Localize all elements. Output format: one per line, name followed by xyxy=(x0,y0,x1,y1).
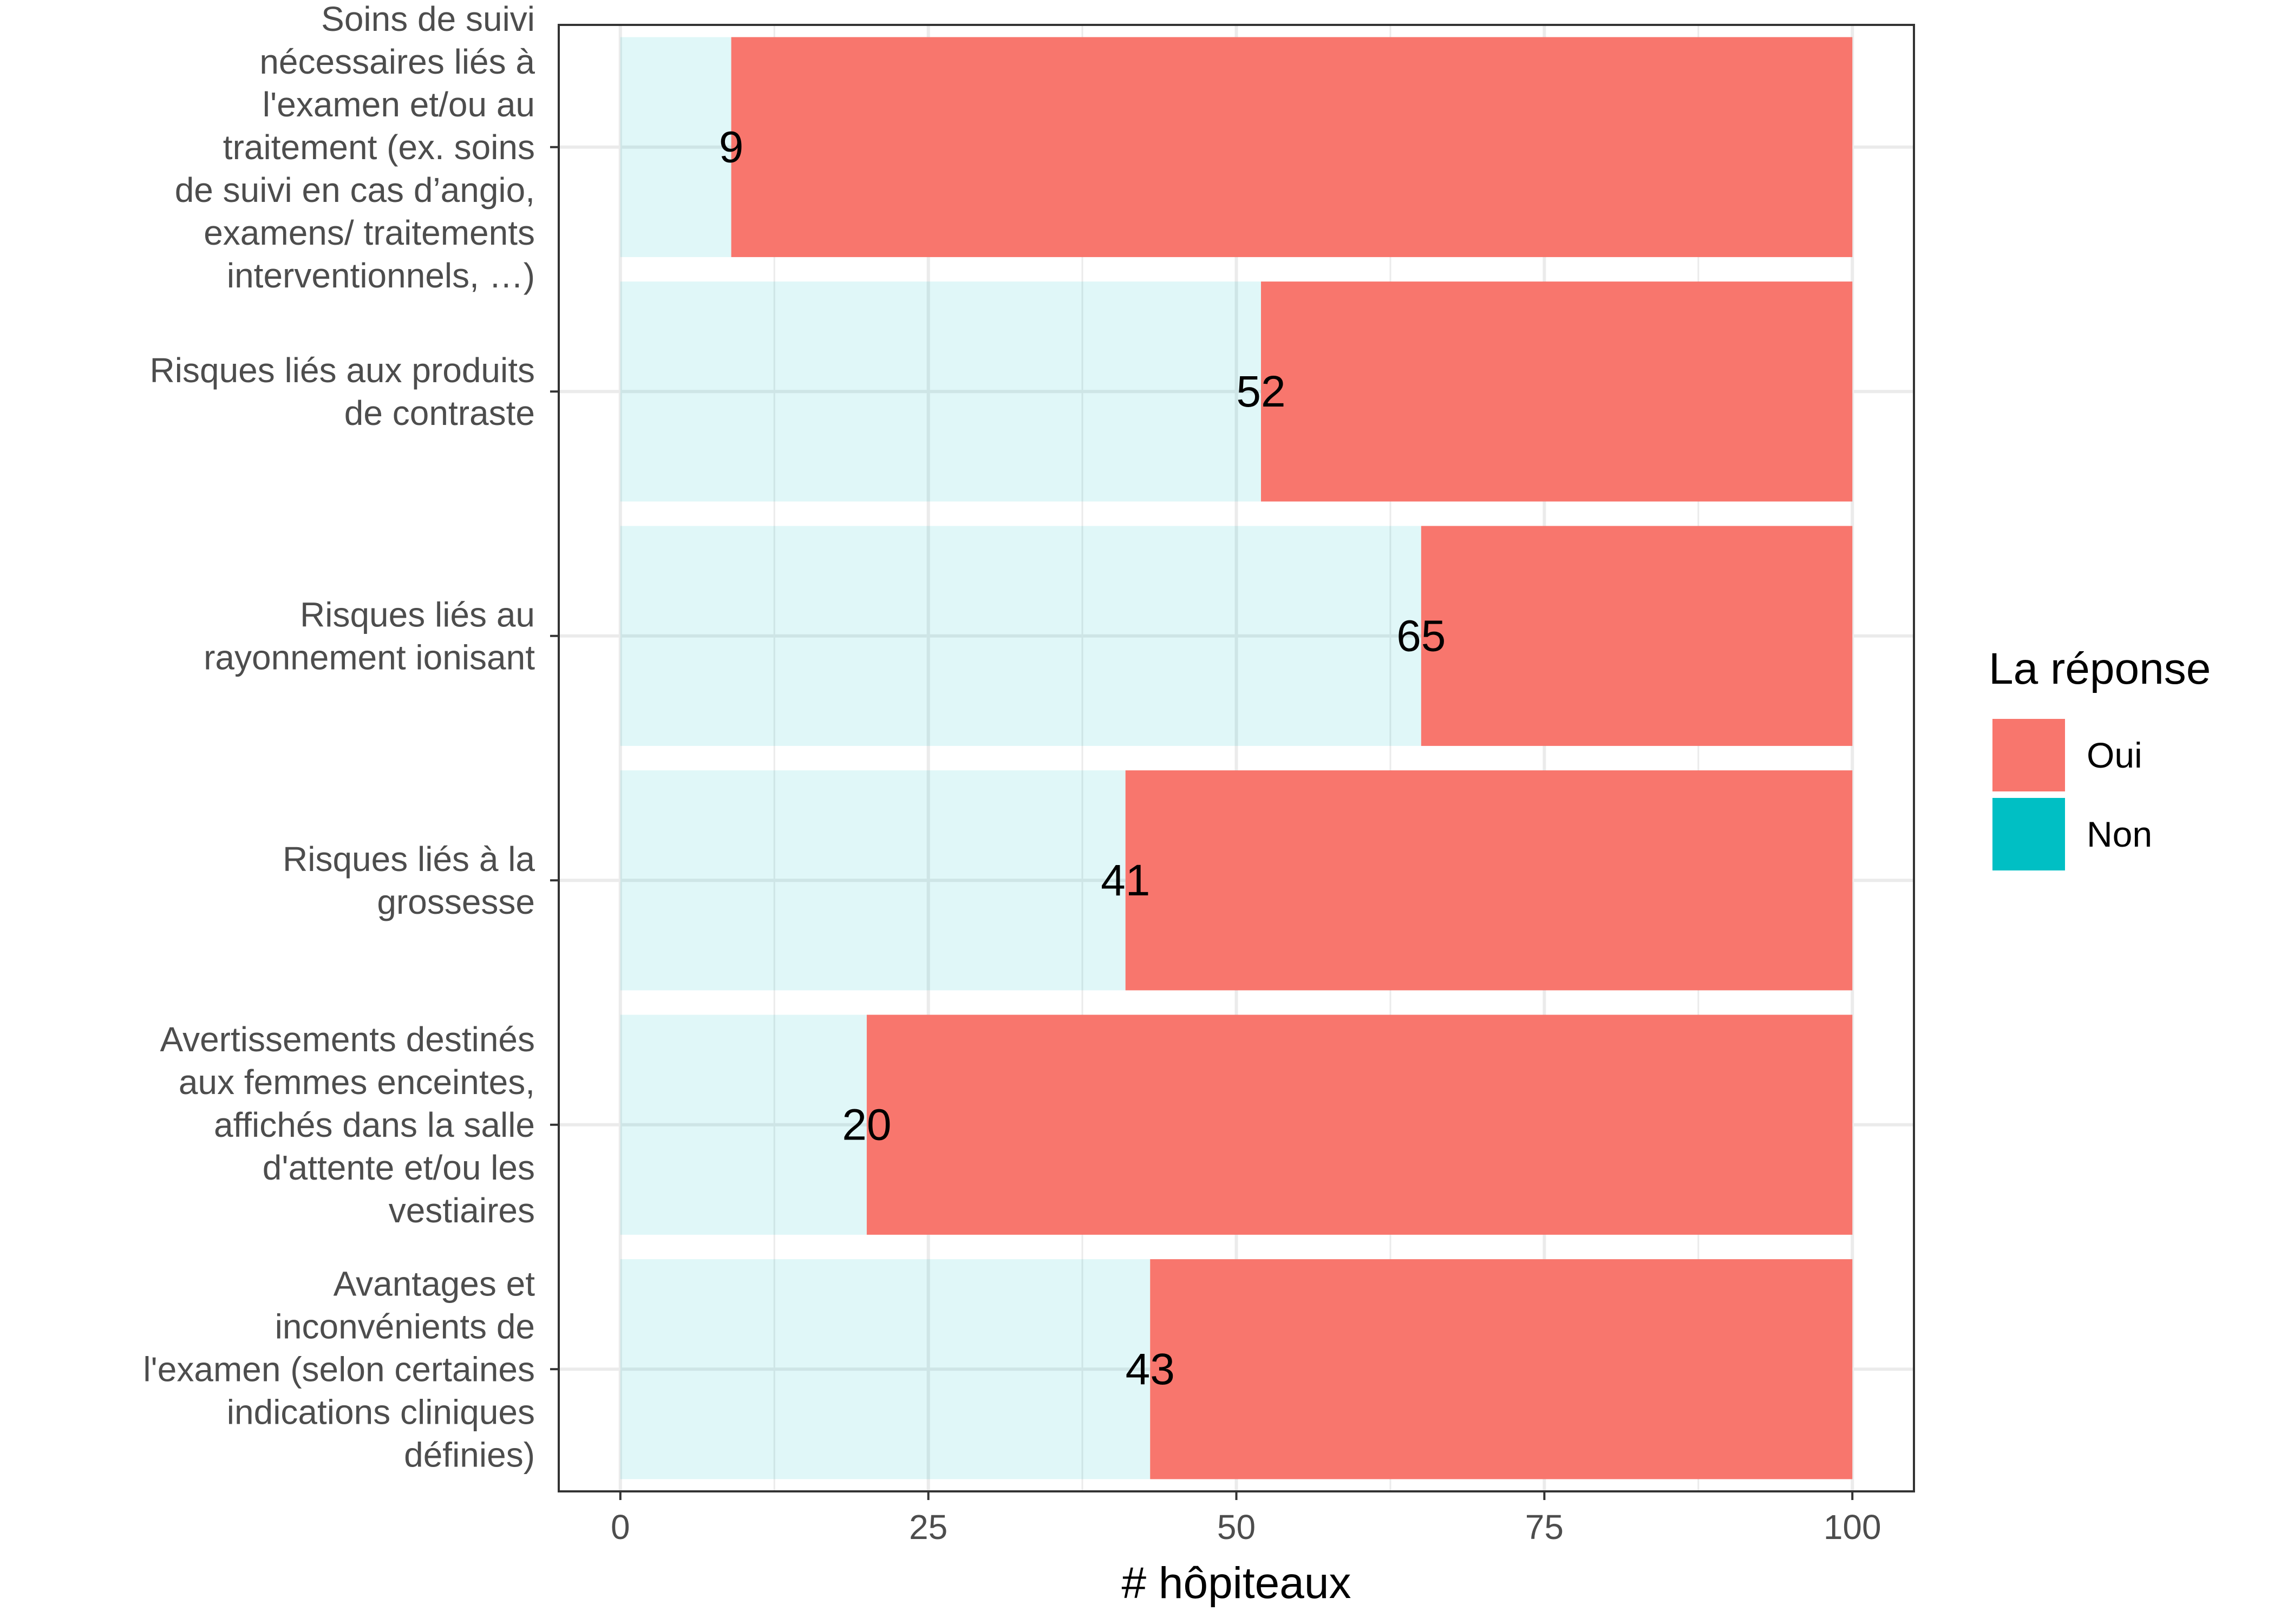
data-label: 41 xyxy=(1101,856,1150,905)
bar-oui xyxy=(1125,770,1853,991)
data-label: 43 xyxy=(1126,1345,1175,1394)
y-category-label: Soins de suivi nécessaires liés à l'examen… xyxy=(175,0,535,295)
bar-oui xyxy=(1421,526,1853,746)
data-label: 9 xyxy=(719,122,744,172)
bar-non xyxy=(620,770,1126,991)
x-tick-label: 100 xyxy=(1824,1508,1881,1547)
legend: La réponse Oui Non xyxy=(1989,644,2211,870)
legend-key-non xyxy=(1992,798,2065,870)
y-axis: Soins de suivi nécessaires liés à l'examen… xyxy=(143,0,559,1474)
bar-oui xyxy=(1261,281,1853,502)
bar-oui xyxy=(866,1014,1853,1235)
x-axis-title: # hôpiteaux xyxy=(1121,1558,1351,1608)
x-tick-label: 0 xyxy=(611,1508,630,1547)
y-category-label: Avertissements destinés aux femmes encein… xyxy=(160,1020,535,1230)
bars-layer xyxy=(620,37,1853,1479)
data-label: 20 xyxy=(842,1100,891,1149)
bar-non xyxy=(620,37,731,257)
legend-label: Oui xyxy=(2087,735,2142,775)
x-tick-label: 25 xyxy=(909,1508,948,1547)
y-category-label: Risques liés à la grossesse xyxy=(283,840,535,921)
bar-oui xyxy=(1150,1259,1853,1479)
y-category-label: Risques liés au rayonnement ionisant xyxy=(204,595,535,677)
legend-key-oui xyxy=(1992,719,2065,791)
data-label: 65 xyxy=(1396,611,1446,660)
legend-title: La réponse xyxy=(1989,644,2211,693)
y-category-label: Risques liés aux produits de contraste xyxy=(150,351,535,433)
x-axis: 0 25 50 75 100 xyxy=(611,1491,1881,1547)
x-tick-label: 50 xyxy=(1217,1508,1256,1547)
bar-non xyxy=(620,526,1421,746)
bar-oui xyxy=(731,37,1853,257)
x-tick-label: 75 xyxy=(1525,1508,1564,1547)
bar-non xyxy=(620,1259,1151,1479)
data-labels-layer: 9 52 65 41 20 43 xyxy=(719,122,1446,1394)
bar-non xyxy=(620,1014,867,1235)
legend-label: Non xyxy=(2087,814,2152,854)
bar-non xyxy=(620,281,1262,502)
y-category-label: Avantages et inconvénients de l'examen (se… xyxy=(143,1264,535,1474)
data-label: 52 xyxy=(1236,367,1285,416)
